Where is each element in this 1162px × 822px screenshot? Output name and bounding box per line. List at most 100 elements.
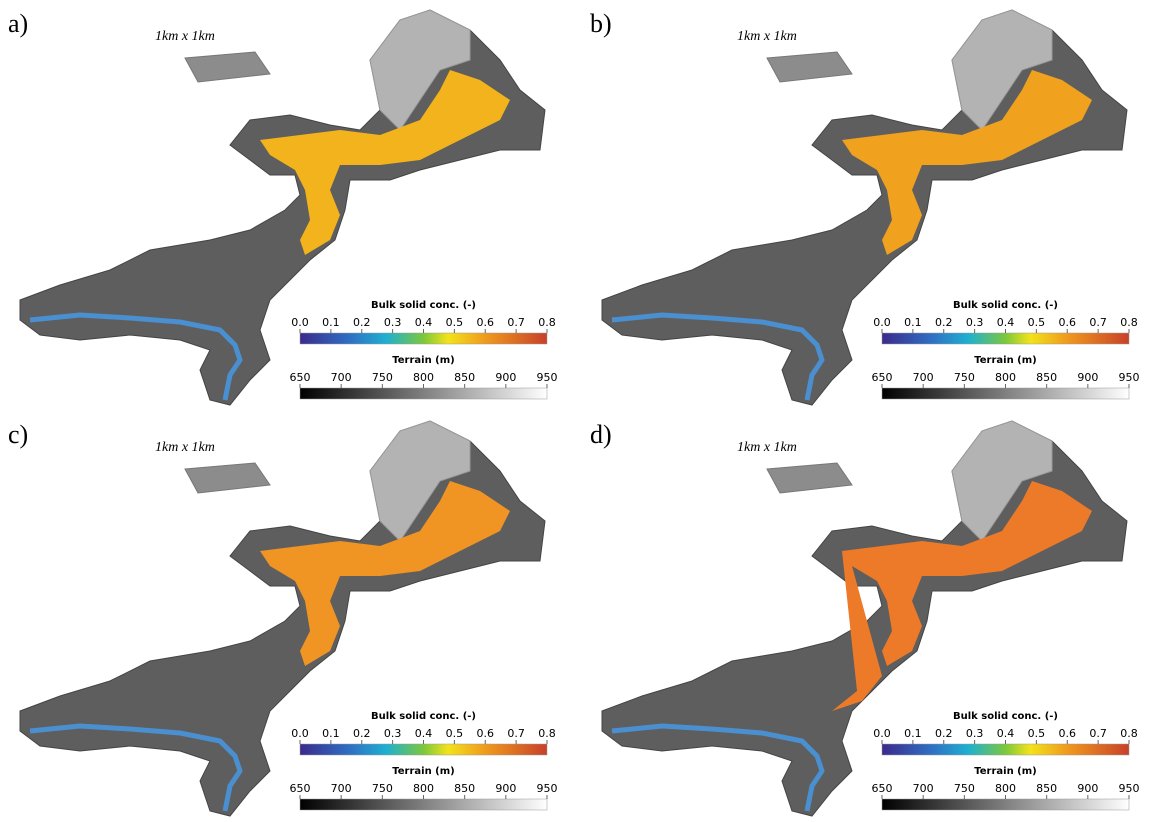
colorbar (300, 333, 547, 344)
colorbar-tick-label: 0.1 (322, 727, 340, 740)
colorbar-tick-label: 0.8 (538, 727, 556, 740)
panel-label: b) (590, 9, 612, 38)
colorbar-tick-label: 700 (913, 371, 934, 384)
colorbar-tick-label: 850 (454, 371, 475, 384)
colorbar-title: Bulk solid conc. (-) (371, 300, 476, 311)
scale-label: 1km x 1km (155, 29, 215, 44)
colorbar-tick-label: 900 (1077, 371, 1098, 384)
colorbar-tick-label: 750 (954, 371, 975, 384)
colorbar-tick-label: 0.3 (966, 316, 984, 329)
colorbar-tick-label: 0.5 (1028, 727, 1046, 740)
colorbar-tick-label: 650 (872, 782, 893, 795)
colorbar-tick-label: 0.1 (904, 727, 922, 740)
panel: c) 1km x 1km Bulk solid conc. (-) 0.0 0.1 0.2… (8, 420, 558, 816)
scale-square (767, 52, 852, 82)
colorbar (882, 388, 1129, 399)
colorbar-tick-label: 0.8 (1120, 316, 1138, 329)
colorbar-tick-label: 900 (495, 371, 516, 384)
colorbar-tick-label: 0.8 (538, 316, 556, 329)
colorbar-tick-label: 0.7 (507, 727, 525, 740)
colorbar-tick-label: 0.2 (353, 727, 371, 740)
colorbar-tick-label: 650 (290, 371, 311, 384)
colorbar-tick-label: 800 (413, 782, 434, 795)
colorbar-tick-label: 750 (372, 782, 393, 795)
colorbar-tick-label: 0.4 (997, 727, 1015, 740)
colorbar-title: Terrain (m) (974, 355, 1036, 366)
scale-square (185, 52, 270, 82)
scale-label: 1km x 1km (155, 440, 215, 455)
colorbar-tick-label: 750 (954, 782, 975, 795)
terrain (20, 421, 545, 816)
colorbar-tick-label: 0.4 (997, 316, 1015, 329)
colorbar-tick-label: 0.8 (1120, 727, 1138, 740)
colorbar-tick-label: 0.1 (904, 316, 922, 329)
colorbar-tick-label: 0.4 (415, 316, 433, 329)
colorbar-tick-label: 0.0 (873, 316, 891, 329)
colorbar-tick-label: 0.5 (1028, 316, 1046, 329)
scale-label: 1km x 1km (737, 29, 797, 44)
colorbar-tick-label: 950 (1119, 371, 1140, 384)
colorbar-title: Terrain (m) (392, 766, 454, 777)
colorbar-tick-label: 0.6 (1059, 316, 1077, 329)
colorbar-title: Bulk solid conc. (-) (953, 711, 1058, 722)
colorbar-tick-label: 0.6 (477, 727, 495, 740)
scale-square (185, 463, 270, 493)
colorbar-tick-label: 0.2 (935, 727, 953, 740)
colorbar-tick-label: 900 (1077, 782, 1098, 795)
colorbar (882, 333, 1129, 344)
panel: b) 1km x 1km Bulk solid conc. (-) 0.0 0.1 0.2… (590, 9, 1140, 405)
terrain (20, 10, 545, 405)
colorbar-tick-label: 800 (995, 371, 1016, 384)
colorbar (882, 744, 1129, 755)
colorbar-title: Bulk solid conc. (-) (953, 300, 1058, 311)
figure: a) 1km x 1km Bulk solid conc. (-) 0.0 0.1 0.2… (0, 0, 1162, 822)
scale-label: 1km x 1km (737, 440, 797, 455)
colorbar-tick-label: 700 (331, 782, 352, 795)
colorbar-tick-label: 0.3 (384, 727, 402, 740)
colorbar-tick-label: 0.0 (291, 727, 309, 740)
colorbar (300, 744, 547, 755)
colorbar-title: Bulk solid conc. (-) (371, 711, 476, 722)
colorbar-tick-label: 0.7 (1089, 316, 1107, 329)
colorbar-tick-label: 0.5 (446, 316, 464, 329)
colorbar-title: Terrain (m) (974, 766, 1036, 777)
colorbar-tick-label: 0.7 (1089, 727, 1107, 740)
colorbar (300, 799, 547, 810)
colorbar-tick-label: 0.0 (873, 727, 891, 740)
colorbar-tick-label: 700 (913, 782, 934, 795)
colorbar-tick-label: 0.7 (507, 316, 525, 329)
colorbar-tick-label: 950 (537, 782, 558, 795)
colorbar-tick-label: 750 (372, 371, 393, 384)
colorbar-tick-label: 800 (413, 371, 434, 384)
colorbar-tick-label: 850 (1036, 782, 1057, 795)
colorbar (300, 388, 547, 399)
panel: a) 1km x 1km Bulk solid conc. (-) 0.0 0.1 0.2… (8, 9, 558, 405)
colorbar-title: Terrain (m) (392, 355, 454, 366)
colorbar-tick-label: 0.2 (353, 316, 371, 329)
panel-label: d) (590, 420, 612, 449)
scale-square (767, 463, 852, 493)
panel: d) 1km x 1km Bulk solid conc. (-) 0.0 0.1 0.2… (590, 420, 1140, 816)
colorbar-tick-label: 950 (537, 371, 558, 384)
colorbar-tick-label: 650 (872, 371, 893, 384)
colorbar-tick-label: 700 (331, 371, 352, 384)
colorbar-tick-label: 0.3 (966, 727, 984, 740)
colorbar-tick-label: 950 (1119, 782, 1140, 795)
colorbar-tick-label: 0.1 (322, 316, 340, 329)
colorbar-tick-label: 0.5 (446, 727, 464, 740)
colorbar-tick-label: 0.2 (935, 316, 953, 329)
colorbar-tick-label: 0.4 (415, 727, 433, 740)
panel-label: c) (8, 420, 28, 449)
panel-label: a) (8, 9, 28, 38)
colorbar (882, 799, 1129, 810)
colorbar-tick-label: 0.6 (1059, 727, 1077, 740)
colorbar-tick-label: 650 (290, 782, 311, 795)
colorbar-tick-label: 800 (995, 782, 1016, 795)
colorbar-tick-label: 850 (454, 782, 475, 795)
colorbar-tick-label: 900 (495, 782, 516, 795)
colorbar-tick-label: 0.6 (477, 316, 495, 329)
terrain (602, 10, 1127, 405)
colorbar-tick-label: 850 (1036, 371, 1057, 384)
colorbar-tick-label: 0.0 (291, 316, 309, 329)
colorbar-tick-label: 0.3 (384, 316, 402, 329)
